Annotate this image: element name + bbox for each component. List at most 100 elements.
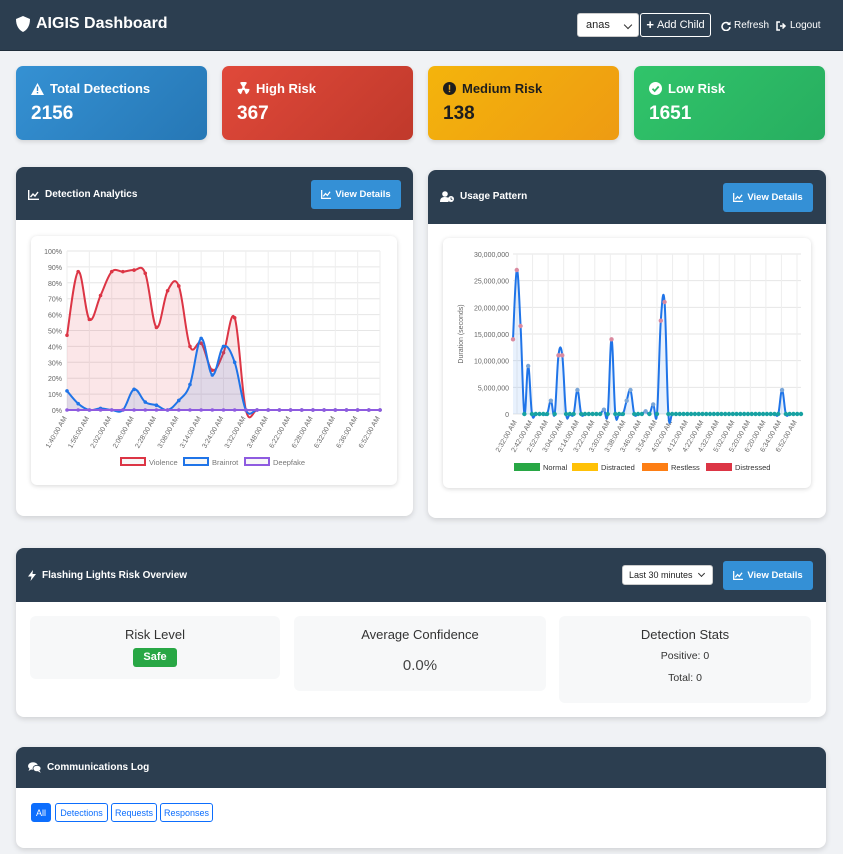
data-point bbox=[367, 408, 371, 412]
data-point bbox=[757, 411, 762, 417]
legend-swatch bbox=[572, 463, 598, 471]
stat-value: 367 bbox=[237, 103, 269, 124]
legend-label: Restless bbox=[671, 463, 700, 472]
filter-responses-button[interactable]: Responses bbox=[160, 803, 213, 822]
total-count: Total: 0 bbox=[668, 672, 702, 684]
legend-label: Violence bbox=[149, 458, 178, 467]
filter-detections-button[interactable]: Detections bbox=[55, 803, 108, 822]
data-point bbox=[76, 408, 80, 412]
stat-label: Total Detections bbox=[50, 81, 151, 96]
chart-line-icon bbox=[28, 189, 39, 200]
data-point bbox=[673, 411, 679, 417]
data-point bbox=[109, 269, 114, 274]
data-point bbox=[518, 323, 523, 329]
y-tick-label: 100% bbox=[44, 249, 62, 256]
data-point bbox=[199, 408, 203, 412]
y-tick-label: 25,000,000 bbox=[474, 279, 509, 286]
data-point bbox=[745, 411, 751, 417]
view-details-label: View Details bbox=[747, 570, 803, 581]
data-point bbox=[635, 411, 641, 417]
brand[interactable]: AIGIS Dashboard bbox=[16, 15, 168, 33]
x-tick-label: 3:48:00 AM bbox=[246, 415, 270, 449]
filter-requests-button[interactable]: Requests bbox=[111, 803, 157, 822]
refresh-button[interactable]: Refresh bbox=[721, 20, 769, 31]
data-point bbox=[176, 398, 181, 403]
chevron-down-icon bbox=[697, 569, 706, 578]
data-point bbox=[333, 408, 338, 412]
stat-label: Medium Risk bbox=[462, 81, 543, 96]
chart-line-icon bbox=[321, 190, 332, 199]
data-point bbox=[221, 408, 226, 412]
data-point bbox=[749, 411, 754, 417]
stat-card-low-risk: Low Risk 1651 bbox=[634, 66, 825, 140]
y-tick-label: 10,000,000 bbox=[474, 359, 509, 366]
time-range-value: Last 30 minutes bbox=[629, 570, 693, 580]
child-select[interactable]: anas bbox=[577, 13, 639, 37]
chart-line-icon bbox=[733, 193, 744, 202]
y-tick-label: 0 bbox=[505, 412, 509, 419]
y-tick-label: 0% bbox=[52, 408, 62, 415]
data-point bbox=[768, 411, 773, 417]
data-point bbox=[65, 389, 69, 393]
data-point bbox=[787, 411, 792, 417]
top-navbar: AIGIS Dashboard anas + Add Child Refresh… bbox=[0, 0, 843, 51]
data-point bbox=[647, 411, 652, 417]
comments-icon bbox=[28, 762, 41, 773]
x-tick-label: 3:24:00 AM bbox=[201, 415, 225, 449]
data-point bbox=[791, 411, 796, 417]
panel-title: Communications Log bbox=[47, 762, 150, 773]
data-point bbox=[210, 368, 215, 373]
view-details-label: View Details bbox=[747, 192, 803, 203]
data-point bbox=[143, 408, 148, 412]
data-point bbox=[244, 408, 248, 412]
plus-icon: + bbox=[646, 17, 654, 32]
x-tick-label: 3:32:00 AM bbox=[224, 415, 248, 449]
data-point bbox=[692, 411, 698, 417]
view-details-button[interactable]: View Details bbox=[723, 183, 813, 212]
data-point bbox=[723, 411, 728, 417]
y-tick-label: 40% bbox=[48, 344, 62, 351]
logout-button[interactable]: Logout bbox=[776, 20, 821, 31]
data-point bbox=[378, 408, 382, 412]
data-point bbox=[176, 408, 181, 412]
time-range-select[interactable]: Last 30 minutes bbox=[622, 565, 713, 585]
data-point bbox=[132, 387, 136, 392]
add-child-button[interactable]: + Add Child bbox=[640, 13, 711, 37]
data-point bbox=[711, 411, 717, 417]
data-point bbox=[277, 408, 282, 412]
data-point bbox=[514, 267, 519, 273]
data-point bbox=[601, 407, 607, 412]
data-point bbox=[232, 360, 237, 365]
data-point bbox=[199, 336, 203, 341]
panel-header: Detection Analytics View Details bbox=[16, 167, 413, 220]
data-point bbox=[776, 411, 781, 417]
exclamation-circle-icon bbox=[443, 82, 456, 95]
data-point bbox=[76, 269, 80, 274]
average-confidence-title: Average Confidence bbox=[361, 627, 479, 642]
stat-label: High Risk bbox=[256, 81, 316, 96]
data-point bbox=[700, 411, 705, 417]
legend-label: Brainrot bbox=[212, 458, 239, 467]
user-clock-icon bbox=[440, 191, 454, 202]
detection-analytics-panel: Detection Analytics View Details 0% 10% 20… bbox=[16, 167, 413, 516]
data-point bbox=[210, 373, 215, 377]
logout-icon bbox=[776, 20, 787, 31]
data-point bbox=[707, 411, 713, 417]
data-point bbox=[322, 408, 326, 412]
view-details-button[interactable]: View Details bbox=[311, 180, 401, 209]
data-point bbox=[548, 398, 554, 403]
x-tick-label: 3:08:00 AM bbox=[157, 415, 181, 449]
data-point bbox=[594, 411, 599, 417]
data-point bbox=[779, 387, 785, 393]
view-details-button[interactable]: View Details bbox=[723, 561, 813, 590]
filter-all-button[interactable]: All bbox=[31, 803, 51, 822]
data-point bbox=[288, 408, 293, 412]
panel-title: Flashing Lights Risk Overview bbox=[42, 570, 188, 581]
legend-label: Distressed bbox=[735, 463, 770, 472]
data-point bbox=[121, 408, 125, 412]
bolt-icon bbox=[28, 570, 36, 581]
data-point bbox=[696, 411, 701, 417]
y-axis-label: Duration (seconds) bbox=[458, 304, 465, 363]
data-point bbox=[87, 408, 92, 412]
chart-line-icon bbox=[733, 571, 744, 580]
